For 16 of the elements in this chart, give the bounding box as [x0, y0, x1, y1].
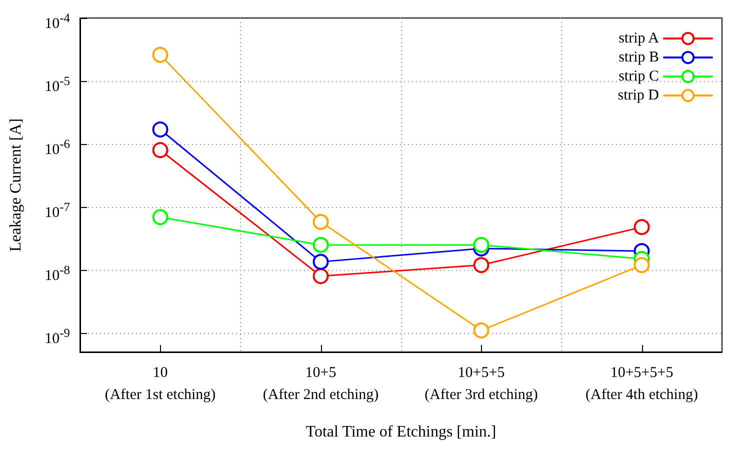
y-tick-label: 10$^{-6}$ [44, 136, 70, 160]
y-tick-label: 10$^{-5}$ [44, 73, 70, 97]
legend-label: strip D [618, 88, 660, 104]
x-axis-title: Total Time of Etchings [min.] [306, 424, 496, 440]
x-tick-label: 10 (After 1st etching) [104, 365, 216, 403]
y-axis-title: Leakage Current [A] [8, 118, 24, 252]
legend-label: strip C [618, 68, 659, 84]
y-tick-label: 10$^{-4}$ [44, 10, 70, 34]
x-tick-label: 10+5 (After 2nd etching) [262, 365, 379, 403]
x-tick-label: 10+5+5+5 (After 4th etching) [586, 365, 698, 403]
legend-label: strip B [618, 50, 659, 66]
x-tick-label: 10+5+5 (After 3rd etching) [424, 365, 538, 403]
legend-label: strip A [618, 30, 660, 46]
y-tick-label: 10$^{-7}$ [44, 199, 70, 224]
y-tick-label: 10$^{-8}$ [44, 262, 70, 286]
y-tick-label: 10$^{-9}$ [44, 325, 70, 350]
